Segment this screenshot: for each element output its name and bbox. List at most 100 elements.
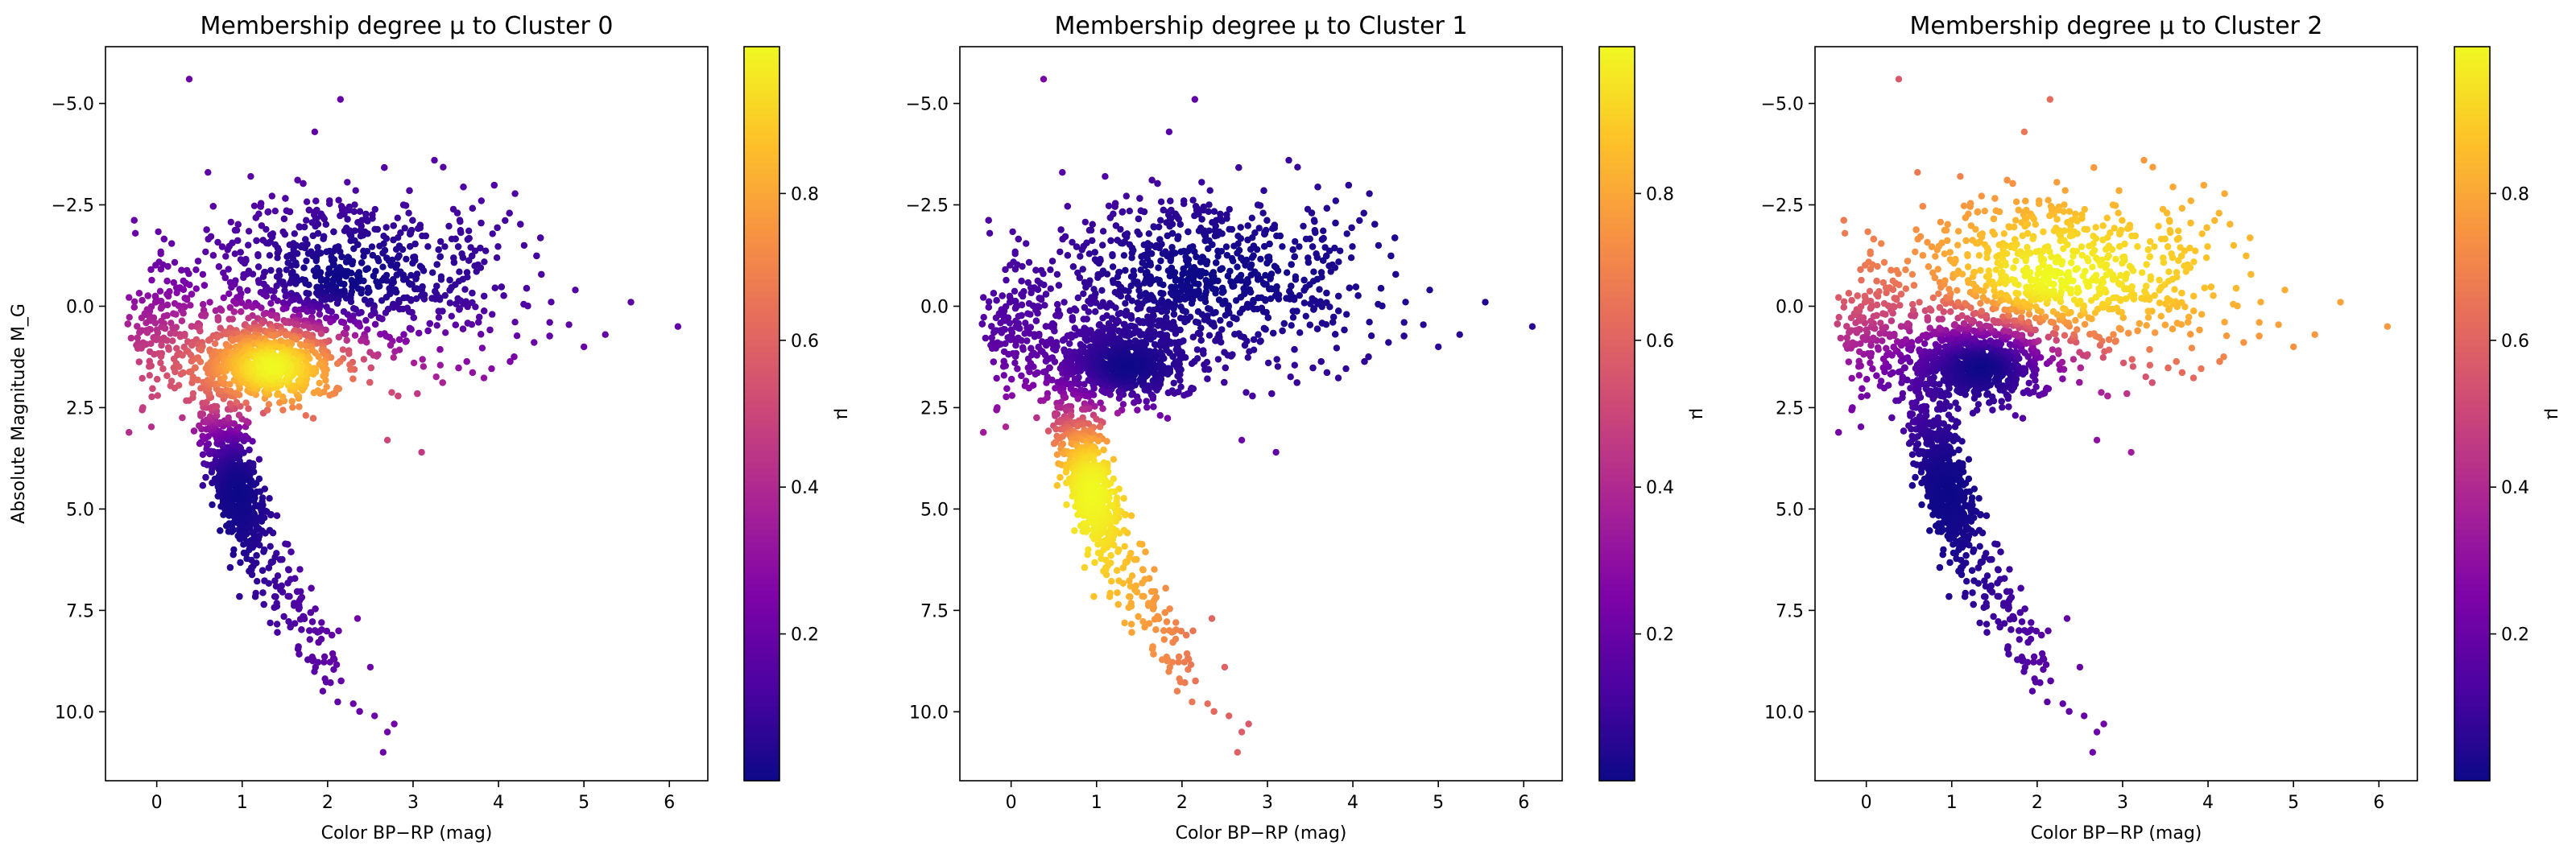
data-point	[416, 329, 423, 337]
data-point	[367, 364, 374, 372]
data-point	[263, 292, 270, 300]
data-point	[298, 626, 305, 633]
data-point	[498, 283, 505, 291]
data-point	[279, 555, 286, 563]
data-point	[477, 264, 485, 271]
data-point	[454, 243, 462, 250]
data-point	[245, 315, 252, 322]
data-point	[274, 297, 281, 304]
colorbar-segment	[744, 646, 779, 653]
data-point	[312, 605, 319, 613]
colorbar-segment	[744, 444, 779, 452]
colorbar-label: μ	[833, 408, 853, 419]
data-point	[402, 338, 409, 345]
data-point	[151, 320, 159, 327]
data-point	[401, 225, 408, 232]
data-point	[330, 228, 337, 236]
data-point	[1127, 273, 1135, 280]
data-point	[1244, 222, 1251, 229]
data-point	[435, 246, 442, 254]
data-point	[298, 241, 306, 250]
colorbar-segment	[744, 762, 779, 769]
data-point	[538, 270, 545, 278]
data-point	[242, 303, 250, 310]
data-point	[1172, 277, 1180, 284]
data-point	[296, 403, 303, 410]
data-point	[1162, 248, 1169, 255]
data-point	[342, 330, 349, 338]
data-point	[328, 308, 335, 316]
data-point	[264, 208, 272, 216]
data-point	[533, 252, 540, 260]
data-point	[157, 250, 164, 258]
data-point	[482, 247, 490, 254]
data-point	[337, 677, 345, 685]
data-point	[233, 398, 241, 406]
data-point	[126, 294, 133, 301]
data-point	[242, 432, 250, 440]
data-point	[201, 460, 208, 468]
data-point	[349, 375, 357, 382]
data-point	[1300, 287, 1308, 294]
data-point	[352, 187, 359, 194]
data-point	[1170, 311, 1178, 318]
data-point	[1271, 221, 1279, 229]
data-point	[267, 299, 275, 307]
data-point	[282, 319, 290, 326]
data-point	[258, 304, 265, 311]
data-point	[157, 353, 165, 360]
data-point	[1244, 278, 1251, 286]
data-point	[1201, 298, 1209, 306]
data-point	[351, 201, 358, 208]
data-point	[1392, 270, 1400, 278]
data-point	[1305, 254, 1312, 262]
data-point	[395, 252, 403, 259]
data-point	[178, 317, 186, 324]
data-point	[393, 261, 401, 269]
data-point	[1255, 225, 1263, 232]
data-point	[220, 511, 227, 518]
data-point	[179, 414, 186, 422]
colorbar-segment	[744, 89, 779, 97]
data-point	[1257, 255, 1264, 263]
data-point	[349, 700, 357, 707]
colorbar-segment	[744, 560, 779, 567]
data-point	[517, 221, 524, 228]
colorbar-segment	[744, 640, 779, 647]
data-point	[1247, 288, 1255, 296]
data-point	[265, 580, 272, 587]
data-point	[374, 254, 382, 262]
data-point	[139, 374, 146, 382]
data-point	[231, 250, 238, 258]
data-point	[244, 287, 251, 294]
y-tick-label: 7.5	[66, 601, 94, 621]
data-point	[214, 493, 221, 500]
colorbar-tick-label: 0.8	[791, 184, 819, 204]
data-point	[394, 214, 401, 221]
data-point	[1280, 320, 1288, 328]
data-point	[435, 314, 443, 321]
data-point	[267, 542, 274, 550]
data-point	[303, 290, 310, 297]
colorbar-segment	[744, 695, 779, 702]
data-point	[157, 304, 165, 312]
data-point	[1222, 311, 1230, 319]
data-point	[1160, 355, 1168, 362]
data-point	[1352, 283, 1360, 291]
data-point	[317, 277, 325, 284]
colorbar-segment	[744, 431, 779, 439]
data-point	[237, 559, 244, 567]
data-point	[372, 267, 379, 275]
data-point	[355, 269, 362, 276]
data-point	[163, 372, 171, 379]
data-point	[259, 237, 267, 244]
colorbar-segment	[744, 628, 779, 635]
data-point	[459, 325, 467, 332]
data-point	[1128, 297, 1136, 304]
data-point	[418, 448, 425, 456]
data-point	[240, 274, 247, 282]
data-point	[335, 243, 342, 250]
data-point	[360, 277, 367, 285]
data-point	[1263, 226, 1270, 234]
data-point	[436, 296, 444, 303]
